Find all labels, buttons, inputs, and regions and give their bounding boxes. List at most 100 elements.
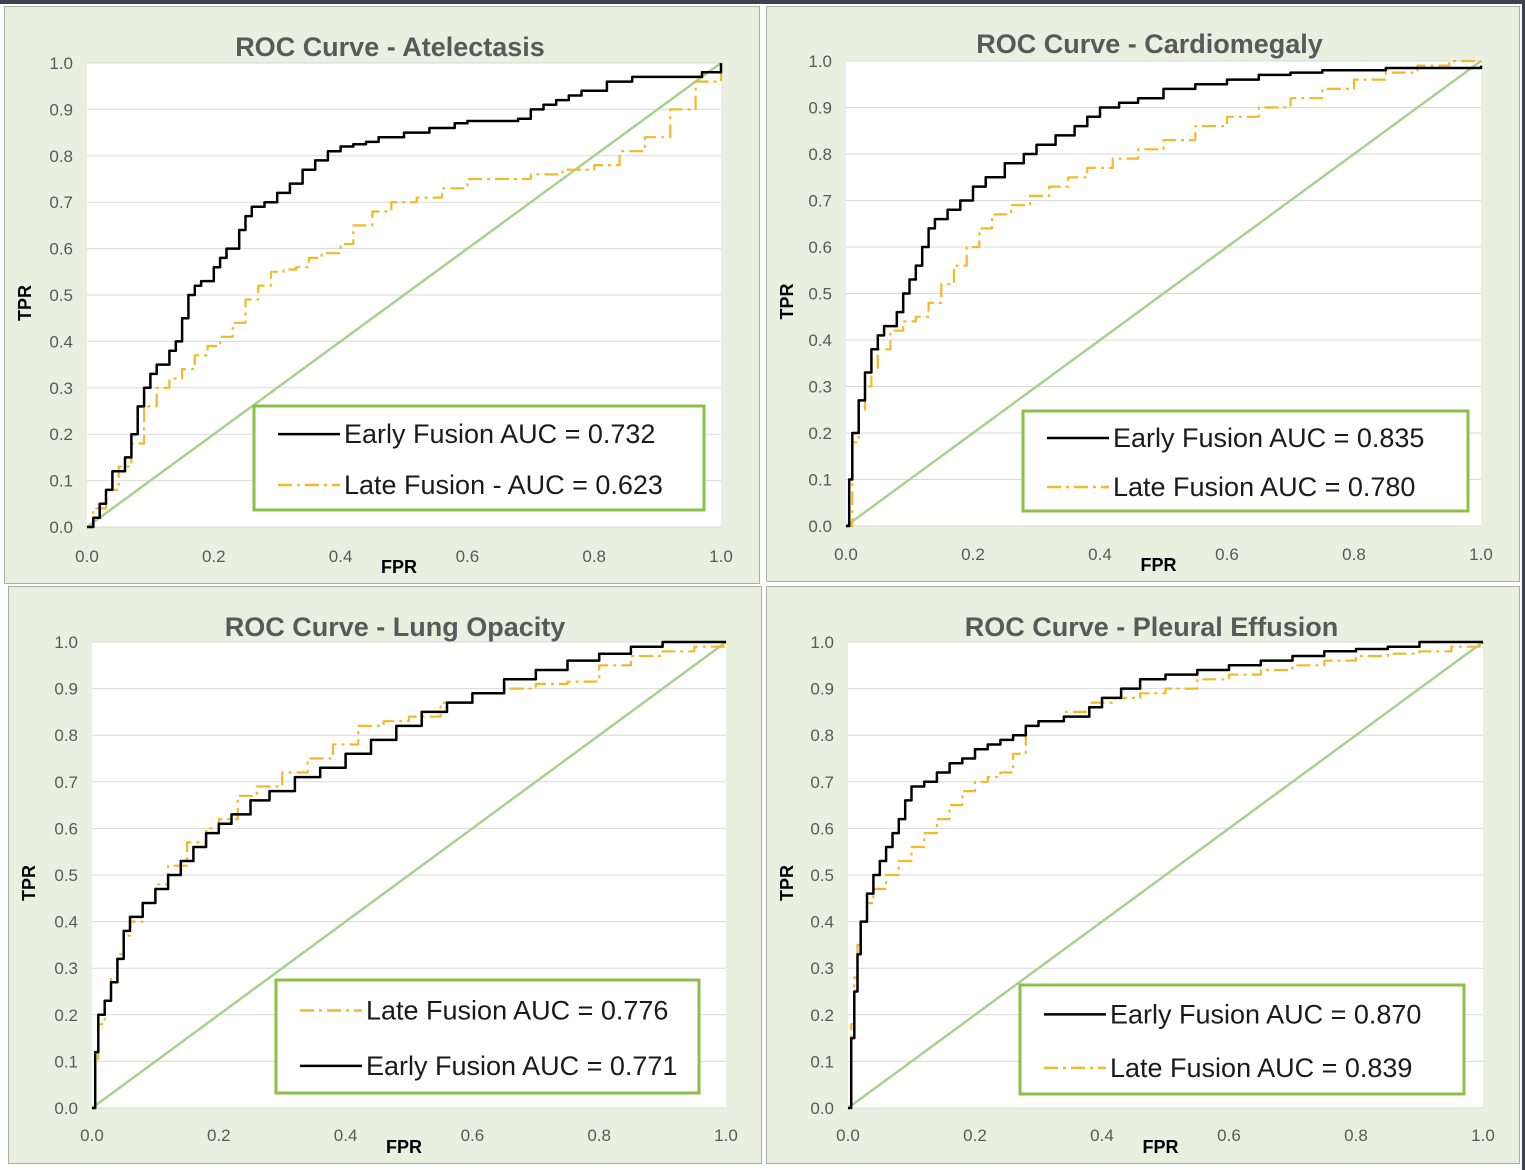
x-tick-label: 0.6 (456, 547, 480, 566)
y-tick-label: 0.9 (54, 680, 78, 699)
x-tick-label: 0.0 (75, 547, 99, 566)
y-tick-label: 0.5 (808, 285, 832, 304)
legend-entry-label: Late Fusion AUC = 0.776 (366, 996, 668, 1026)
roc-chart-svg: 0.0 0.1 0.2 0.3 0.4 0.5 0.6 0.7 0.8 0.9 1.0 0.0 0.2 0… (19, 612, 738, 1157)
x-tick-label: 1.0 (1471, 1126, 1495, 1145)
y-tick-label: 0.8 (808, 145, 832, 164)
legend-entry-label: Early Fusion AUC = 0.732 (344, 419, 655, 449)
early-fusion-curve (92, 640, 726, 1110)
y-tick-label: 0.1 (808, 471, 832, 490)
late-fusion-curve (92, 642, 728, 1110)
x-tick-label: 0.6 (1217, 1126, 1241, 1145)
y-tick-label: 0.7 (808, 192, 832, 211)
y-tick-label: 0.2 (54, 1006, 78, 1025)
y-tick-label: 0.2 (49, 425, 73, 444)
roc-chart-svg: 0.0 0.1 0.2 0.3 0.4 0.5 0.6 0.7 0.8 0.9 1.0 0.0 0.2 0… (15, 32, 733, 577)
chart-title: ROC Curve - Atelectasis (235, 32, 545, 62)
early-fusion-curve (848, 640, 1483, 1110)
x-tick-label: 0.6 (1215, 545, 1239, 564)
y-axis-label: TPR (19, 865, 39, 901)
y-axis-label: TPR (15, 285, 35, 321)
late-fusion-curve (848, 642, 1485, 1110)
x-tick-label: 1.0 (709, 547, 733, 566)
x-axis-label: FPR (1141, 555, 1177, 575)
chart-panel-lung-opacity: 0.0 0.1 0.2 0.3 0.4 0.5 0.6 0.7 0.8 0.9 1.0 0.0 0.2 0… (8, 586, 762, 1164)
x-tick-label: 0.2 (202, 547, 226, 566)
y-tick-label: 0.6 (49, 240, 73, 259)
y-tick-label: 0.0 (810, 1099, 834, 1118)
legend-entry-label: Late Fusion AUC = 0.839 (1110, 1053, 1412, 1083)
x-tick-label: 0.4 (1088, 545, 1112, 564)
x-tick-label: 0.4 (1090, 1126, 1114, 1145)
y-tick-label: 0.7 (810, 773, 834, 792)
chart-panel-atelectasis: 0.0 0.1 0.2 0.3 0.4 0.5 0.6 0.7 0.8 0.9 1.0 0.0 0.2 0… (4, 6, 760, 584)
x-tick-label: 0.8 (1344, 1126, 1368, 1145)
x-tick-label: 0.4 (334, 1126, 358, 1145)
y-tick-label: 0.4 (49, 332, 73, 351)
y-axis-label: TPR (777, 283, 797, 319)
early-fusion-curve (846, 65, 1483, 528)
diagonal-reference-line (845, 59, 1482, 528)
x-tick-label: 0.8 (582, 547, 606, 566)
y-tick-label: 0.1 (54, 1052, 78, 1071)
y-tick-label: 0.9 (810, 680, 834, 699)
chart-title: ROC Curve - Lung Opacity (225, 612, 566, 642)
early-fusion-curve (87, 63, 723, 529)
x-tick-label: 0.4 (329, 547, 353, 566)
x-tick-label: 0.0 (80, 1126, 104, 1145)
y-tick-label: 0.0 (808, 517, 832, 536)
chart-panel-cardiomegaly: 0.0 0.1 0.2 0.3 0.4 0.5 0.6 0.7 0.8 0.9 1.0 0.0 0.2 0… (766, 6, 1520, 582)
chart-title: ROC Curve - Pleural Effusion (965, 612, 1339, 642)
y-tick-label: 0.5 (810, 866, 834, 885)
x-tick-label: 1.0 (714, 1126, 738, 1145)
legend-box (252, 404, 706, 512)
y-tick-label: 0.5 (49, 286, 73, 305)
y-tick-label: 0.3 (810, 959, 834, 978)
x-tick-label: 0.0 (834, 545, 858, 564)
legend-box (1018, 983, 1466, 1096)
x-tick-label: 0.6 (461, 1126, 485, 1145)
diagonal-reference-line (86, 61, 722, 529)
legend-entry-label: Late Fusion - AUC = 0.623 (344, 470, 663, 500)
chart-title: ROC Curve - Cardiomegaly (976, 29, 1323, 59)
y-tick-label: 0.1 (810, 1052, 834, 1071)
late-fusion-curve (87, 63, 723, 529)
y-tick-label: 0.0 (49, 518, 73, 537)
y-tick-label: 0.7 (54, 773, 78, 792)
y-tick-label: 1.0 (810, 633, 834, 652)
y-tick-label: 1.0 (54, 633, 78, 652)
x-axis-label: FPR (1143, 1137, 1179, 1157)
legend-entry-label: Early Fusion AUC = 0.835 (1113, 423, 1424, 453)
x-tick-label: 1.0 (1469, 545, 1493, 564)
x-axis-label: FPR (386, 1137, 422, 1157)
y-tick-label: 0.4 (54, 913, 78, 932)
y-tick-label: 0.8 (810, 726, 834, 745)
x-tick-label: 0.8 (587, 1126, 611, 1145)
roc-chart-svg: 0.0 0.1 0.2 0.3 0.4 0.5 0.6 0.7 0.8 0.9 1.0 0.0 0.2 0… (777, 612, 1495, 1157)
legend-box (1021, 409, 1470, 513)
top-border (0, 0, 1525, 4)
x-tick-label: 0.2 (963, 1126, 987, 1145)
x-axis-label: FPR (381, 557, 417, 577)
y-tick-label: 0.3 (808, 378, 832, 397)
y-tick-label: 0.4 (808, 331, 832, 350)
x-tick-label: 0.2 (207, 1126, 231, 1145)
y-tick-label: 0.1 (49, 472, 73, 491)
y-tick-label: 0.4 (810, 913, 834, 932)
y-tick-label: 0.9 (49, 100, 73, 119)
x-tick-label: 0.0 (836, 1126, 860, 1145)
y-tick-label: 0.7 (49, 193, 73, 212)
diagonal-reference-line (91, 640, 727, 1110)
chart-panel-pleural-effusion: 0.0 0.1 0.2 0.3 0.4 0.5 0.6 0.7 0.8 0.9 1.0 0.0 0.2 0… (766, 586, 1520, 1164)
y-tick-label: 0.6 (54, 819, 78, 838)
y-tick-label: 0.6 (810, 819, 834, 838)
y-tick-label: 0.0 (54, 1099, 78, 1118)
y-tick-label: 0.8 (49, 147, 73, 166)
y-tick-label: 0.6 (808, 238, 832, 257)
x-tick-label: 0.8 (1342, 545, 1366, 564)
legend-box (274, 978, 701, 1095)
y-axis-label: TPR (777, 865, 797, 901)
y-tick-label: 0.2 (810, 1006, 834, 1025)
y-tick-label: 0.3 (49, 379, 73, 398)
y-tick-label: 0.5 (54, 866, 78, 885)
